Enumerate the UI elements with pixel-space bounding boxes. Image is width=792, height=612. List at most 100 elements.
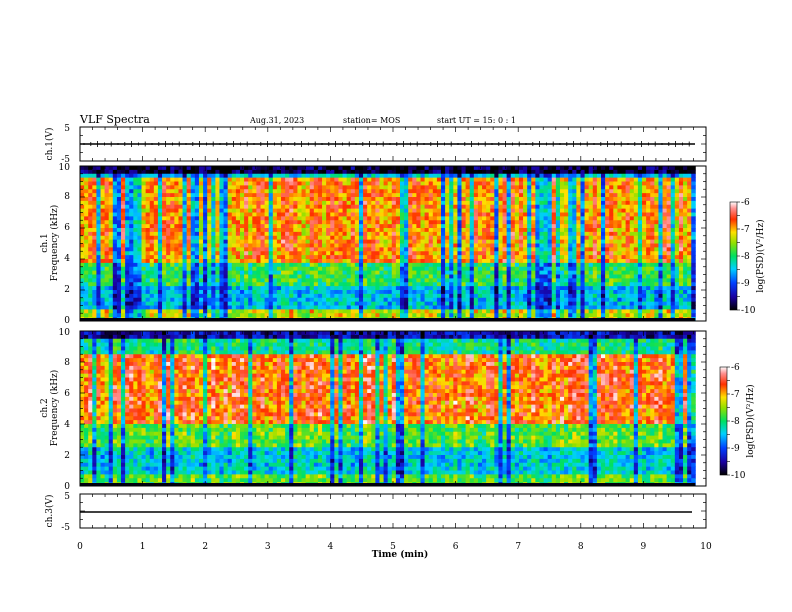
spectrogram-cell [457,181,462,186]
spectrogram-cell [559,220,565,225]
spectrogram-cell [301,228,307,233]
spectrogram-cell [125,169,130,175]
spectrogram-cell [100,220,106,225]
spectrogram-cell [125,239,130,244]
spectrogram-cell [207,278,212,283]
spectrogram-cell [194,228,200,233]
spectrogram-cell [182,173,188,179]
spectrogram-cell [219,309,224,314]
spectrogram-cell [88,313,93,318]
spectrogram-cell [387,262,393,268]
spectrogram-cell [412,189,417,194]
spectrogram-cell [285,247,290,252]
spectrogram-cell [231,309,237,314]
spectrogram-cell [84,169,89,175]
spectrogram-cell [350,169,356,175]
spectrogram-cell [129,212,134,217]
spectrogram-cell [330,309,335,314]
spectrogram-cell [358,251,364,256]
spectrogram-cell [465,274,471,279]
spectrogram-cell [121,251,126,256]
spectrogram-cell [219,262,224,268]
spectrogram-cell [441,259,446,264]
spectrogram-cell [469,231,475,237]
spectrogram-cell [424,313,430,318]
spectrogram-cell [190,251,196,256]
spectrogram-cell [297,166,302,171]
spectrogram-cell [523,286,528,291]
spectrogram-cell [108,212,114,217]
spectrogram-cell [305,185,311,190]
spectrogram-cell [293,212,298,217]
spectrogram-cell [227,270,233,275]
spectrogram-cell [248,259,253,264]
spectrogram-cell [92,166,97,171]
spectrogram-cell [268,212,274,217]
spectrogram-cell [84,200,89,206]
spectrogram-cell [301,169,307,175]
spectrogram-cell [358,266,364,272]
spectrogram-cell [264,177,270,182]
spectrogram-cell [92,293,97,299]
spectrogram-cell [506,185,512,190]
spectrogram-cell [248,290,253,295]
spectrogram-cell [84,212,89,217]
spectrogram-cell [506,181,512,186]
spectrogram-cell [416,290,421,295]
spectrogram-cell [461,270,467,275]
spectrogram-cell [428,309,434,314]
spectrogram-cell [211,181,216,186]
spectrogram-cell [190,282,196,287]
spectrogram-cell [293,243,298,248]
spectrogram-cell [157,173,163,179]
spectrogram-cell [473,290,479,295]
spectrogram-cell [342,177,348,182]
spectrogram-cell [469,266,475,272]
spectrogram-cell [227,200,233,206]
spectrogram-cell [490,270,495,275]
spectrogram-cell [494,181,499,186]
spectrogram-cell [506,173,512,179]
spectrogram-cell [523,208,528,213]
spectrogram-cell [416,259,421,264]
spectrogram-cell [215,231,220,237]
spectrogram-cell [441,235,446,241]
spectrogram-cell [510,262,516,268]
spectrogram-cell [428,216,434,221]
spectrogram-cell [129,189,134,194]
spectrogram-cell [441,224,446,229]
spectrogram-cell [194,293,200,299]
spectrogram-cell [457,220,462,225]
spectrogram-cell [141,286,147,291]
spectrogram-cell [108,193,114,198]
spectrogram-cell [342,274,348,279]
spectrogram-cell [338,290,343,295]
spectrogram-cell [399,262,405,268]
spectrogram-cell [219,235,224,241]
spectrogram-cell [108,255,114,260]
spectrogram-cell [473,166,479,171]
spectrogram-cell [445,169,450,175]
spectrogram-cell [441,208,446,213]
spectrogram-cell [309,200,315,206]
spectrogram-cell [125,197,130,202]
spectrogram-cell [358,185,364,190]
spectrogram-cell [486,231,491,237]
spectrogram-cell [412,309,417,314]
spectrogram-cell [153,173,159,179]
spectrogram-cell [112,204,118,210]
spectrogram-cell [235,231,241,237]
spectrogram-cell [547,166,553,171]
spectrogram-cell [281,193,286,198]
spectrogram-cell [301,235,307,241]
spectrogram-cell [523,305,528,310]
spectrogram-cell [178,313,183,318]
spectrogram-cell [477,255,483,260]
spectrogram-cell [223,270,229,275]
spectrogram-cell [145,255,151,260]
spectrogram-cell [260,293,266,299]
spectrogram-cell [309,220,315,225]
spectrogram-cell [445,220,450,225]
spectrogram-cell [239,204,245,210]
spectrogram-cell [219,212,224,217]
